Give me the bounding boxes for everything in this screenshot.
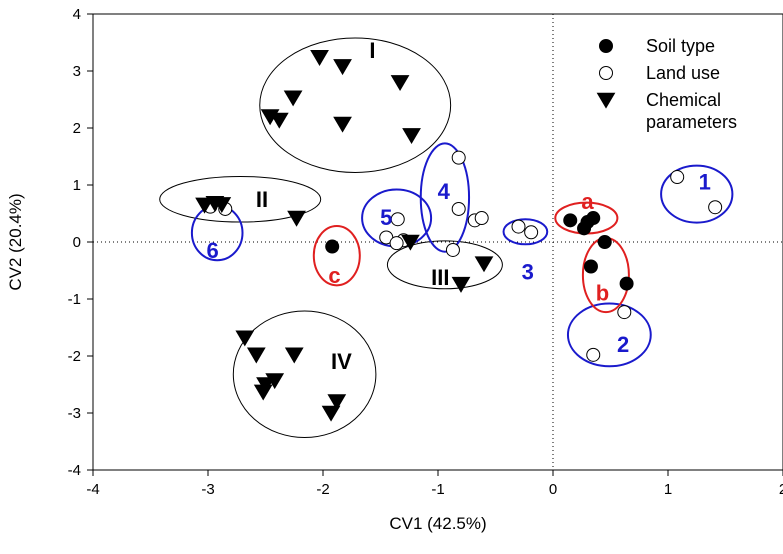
x-tick-label: -3 xyxy=(201,481,214,498)
chemical-parameters-point xyxy=(333,116,352,133)
chemical-parameters-point xyxy=(195,197,214,214)
axes: -4 -3 -2 -1 0 1 2 -4 -3 -2 -1 0 1 2 3 4 xyxy=(68,6,783,498)
chemical-parameters-point xyxy=(283,90,303,107)
land-use-point xyxy=(445,242,460,257)
group-label-2: 2 xyxy=(617,332,629,357)
soil-type-point xyxy=(597,235,612,249)
x-tick-label: -4 xyxy=(86,481,99,498)
land-use-point xyxy=(586,347,601,362)
chemical-parameters-point xyxy=(284,347,304,364)
soil-type-point xyxy=(563,213,578,228)
group-label-4: 4 xyxy=(438,179,451,204)
y-tick-label: 3 xyxy=(73,63,81,80)
group-label-iv: IV xyxy=(331,349,352,374)
soil-type-point xyxy=(619,276,634,291)
legend-label-chemical: Chemical xyxy=(646,90,721,110)
land-use-point xyxy=(390,212,405,227)
group-label-1: 1 xyxy=(699,170,711,195)
group-label-c: c xyxy=(328,263,340,288)
legend-label-land-use: Land use xyxy=(646,63,720,83)
chemical-parameters-point xyxy=(327,394,347,411)
land-use-point xyxy=(451,201,466,216)
y-axis-title: CV2 (20.4%) xyxy=(6,193,25,290)
chemical-parameters-point xyxy=(474,256,494,273)
x-tick-label: -2 xyxy=(316,481,329,498)
soil-type-point xyxy=(583,259,598,274)
chemical-parameters-point xyxy=(212,197,232,214)
group-label-i: I xyxy=(369,38,375,63)
reference-lines xyxy=(93,14,783,470)
chemical-parameters-point xyxy=(246,347,266,364)
group-ellipses xyxy=(159,37,734,439)
y-tick-label: 2 xyxy=(73,120,81,137)
group-label-a: a xyxy=(581,189,594,214)
y-tick-label: -1 xyxy=(68,291,81,308)
chemical-parameters-point xyxy=(310,50,329,66)
land-use-point xyxy=(617,305,632,320)
chemical-parameters-point xyxy=(333,59,352,76)
soil-type-point xyxy=(325,239,340,254)
x-tick-label: 1 xyxy=(664,481,672,498)
land-use-point xyxy=(524,225,539,240)
group-label-iii: III xyxy=(431,265,449,290)
chemical-parameters-point xyxy=(402,128,421,145)
chemical-parameters-point xyxy=(253,384,273,401)
x-tick-label: 0 xyxy=(549,481,557,498)
group-ellipse-i xyxy=(259,37,452,173)
land-use-point xyxy=(670,170,685,185)
group-ellipse-iii xyxy=(386,240,503,290)
legend-marker-soil-type xyxy=(599,39,613,53)
group-ellipse-c xyxy=(312,225,361,287)
group-ellipse-2 xyxy=(566,302,652,368)
y-tick-label: -4 xyxy=(68,462,81,479)
soil-type-point xyxy=(586,211,601,226)
chemical-parameters-point xyxy=(269,112,289,129)
group-label-3: 3 xyxy=(522,260,534,285)
group-label-ii: II xyxy=(256,187,268,212)
y-tick-label: 1 xyxy=(73,177,81,194)
legend-label-continuation: parameters xyxy=(646,112,737,132)
legend-marker-chemical xyxy=(596,92,616,109)
land-use-point xyxy=(511,219,526,234)
group-label-5: 5 xyxy=(380,205,392,230)
y-tick-label: -3 xyxy=(68,405,81,422)
legend-label-soil-type: Soil type xyxy=(646,36,715,56)
group-ellipse-1 xyxy=(660,164,734,224)
group-ellipse-iv xyxy=(232,310,377,439)
y-tick-label: -2 xyxy=(68,348,81,365)
chemical-parameters-point xyxy=(235,330,255,347)
land-use-point xyxy=(708,200,723,215)
land-use-point xyxy=(451,150,466,165)
land-use-point xyxy=(389,236,404,251)
chemical-parameters-point xyxy=(287,210,306,227)
x-axis-title: CV1 (42.5%) xyxy=(389,514,486,533)
y-tick-label: 0 xyxy=(73,234,81,251)
chemical-parameters-point xyxy=(390,75,410,92)
x-tick-label: 2 xyxy=(779,481,783,498)
chemical-parameters-point xyxy=(401,234,420,251)
land-use-point xyxy=(474,211,489,226)
group-label-6: 6 xyxy=(206,238,218,263)
group-ellipse-3 xyxy=(502,218,549,246)
x-tick-label: -1 xyxy=(431,481,444,498)
data-points xyxy=(195,50,723,422)
chemical-parameters-point xyxy=(451,276,471,293)
legend-marker-land-use xyxy=(599,66,613,80)
chemical-parameters-point xyxy=(321,405,341,422)
group-label-b: b xyxy=(596,280,609,305)
y-tick-label: 4 xyxy=(73,6,81,23)
